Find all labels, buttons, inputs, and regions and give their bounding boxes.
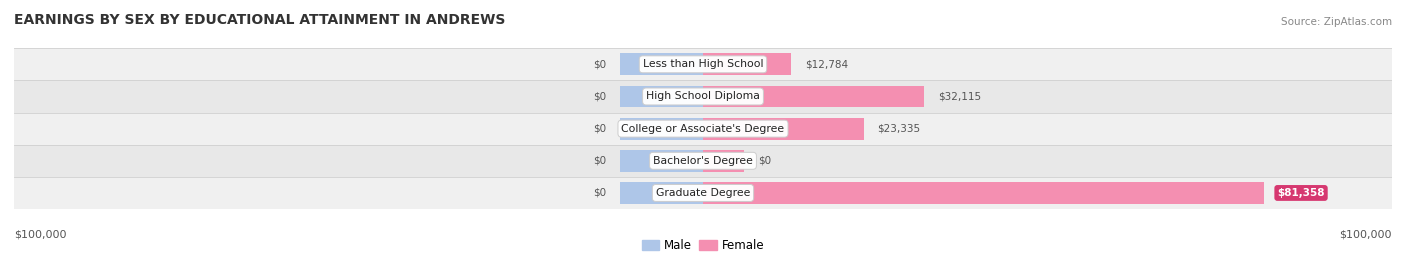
Text: $100,000: $100,000: [1340, 230, 1392, 240]
Bar: [620, 182, 703, 204]
Text: $0: $0: [593, 124, 606, 134]
Bar: [14, 113, 1392, 145]
Text: $23,335: $23,335: [877, 124, 921, 134]
Text: $32,115: $32,115: [938, 91, 981, 102]
Text: Source: ZipAtlas.com: Source: ZipAtlas.com: [1281, 17, 1392, 27]
Text: Less than High School: Less than High School: [643, 59, 763, 69]
Text: $100,000: $100,000: [14, 230, 66, 240]
Bar: [703, 118, 863, 140]
Bar: [14, 80, 1392, 113]
Text: $0: $0: [593, 188, 606, 198]
Text: Bachelor's Degree: Bachelor's Degree: [652, 156, 754, 166]
Text: High School Diploma: High School Diploma: [647, 91, 759, 102]
Text: EARNINGS BY SEX BY EDUCATIONAL ATTAINMENT IN ANDREWS: EARNINGS BY SEX BY EDUCATIONAL ATTAINMEN…: [14, 13, 505, 27]
Text: $0: $0: [758, 156, 772, 166]
Bar: [620, 150, 703, 172]
Text: $0: $0: [593, 59, 606, 69]
Bar: [620, 53, 703, 75]
Text: College or Associate's Degree: College or Associate's Degree: [621, 124, 785, 134]
Text: $0: $0: [593, 91, 606, 102]
Bar: [14, 48, 1392, 80]
Text: Graduate Degree: Graduate Degree: [655, 188, 751, 198]
Bar: [14, 177, 1392, 209]
Bar: [703, 150, 744, 172]
Text: $0: $0: [593, 156, 606, 166]
Bar: [703, 182, 1264, 204]
Bar: [14, 145, 1392, 177]
Bar: [703, 53, 792, 75]
Bar: [620, 85, 703, 107]
Legend: Male, Female: Male, Female: [637, 234, 769, 257]
Bar: [620, 118, 703, 140]
Text: $81,358: $81,358: [1277, 188, 1324, 198]
Bar: [703, 85, 924, 107]
Text: $12,784: $12,784: [804, 59, 848, 69]
